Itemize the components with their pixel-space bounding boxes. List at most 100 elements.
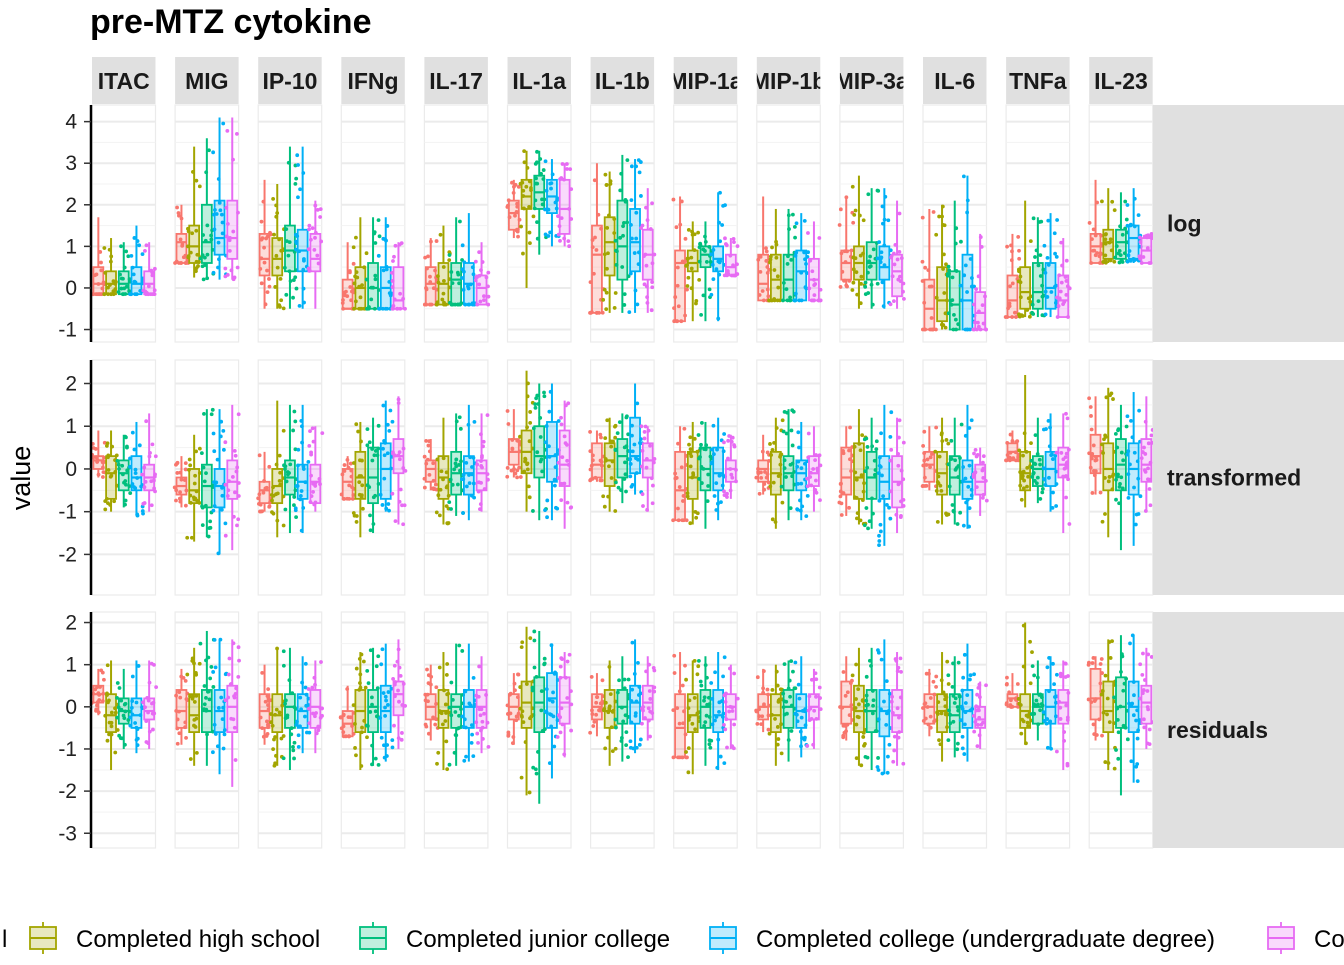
data-point: [1022, 719, 1026, 723]
data-point: [1100, 657, 1104, 661]
data-point: [856, 715, 860, 719]
data-point: [796, 508, 800, 512]
data-point: [808, 259, 812, 263]
data-point: [390, 492, 394, 496]
data-point: [1062, 300, 1066, 304]
data-point: [958, 694, 962, 698]
data-point: [291, 745, 295, 749]
data-point: [647, 429, 651, 433]
data-point: [954, 226, 958, 230]
data-point: [458, 303, 462, 307]
data-point: [862, 481, 866, 485]
data-point: [217, 706, 221, 710]
data-point: [839, 482, 843, 486]
data-point: [711, 263, 715, 267]
data-point: [125, 445, 129, 449]
data-point: [678, 722, 682, 726]
data-point: [1016, 682, 1020, 686]
data-point: [113, 470, 117, 474]
data-point: [487, 295, 491, 299]
data-point: [128, 724, 132, 728]
data-point: [477, 283, 481, 287]
data-point: [722, 432, 726, 436]
data-point: [569, 187, 573, 191]
data-point: [383, 453, 387, 457]
data-point: [1108, 475, 1112, 479]
data-point: [713, 670, 717, 674]
data-point: [282, 463, 286, 467]
data-point: [1126, 453, 1130, 457]
data-point: [189, 501, 193, 505]
data-point: [1055, 673, 1059, 677]
data-point: [972, 714, 976, 718]
data-point: [1017, 249, 1021, 253]
data-point: [606, 251, 610, 255]
data-point: [897, 482, 901, 486]
data-point: [204, 709, 208, 713]
data-point: [879, 260, 883, 264]
data-point: [185, 536, 189, 540]
data-point: [1049, 747, 1053, 751]
data-point: [212, 449, 216, 453]
data-point: [1059, 672, 1063, 676]
panel-transformed-ifng: [340, 360, 408, 595]
data-point: [702, 724, 706, 728]
data-point: [394, 244, 398, 248]
data-point: [1138, 257, 1142, 261]
data-point: [457, 644, 461, 648]
data-point: [1101, 520, 1105, 524]
data-point: [848, 713, 852, 717]
data-point: [838, 223, 842, 227]
data-point: [101, 460, 105, 464]
data-point: [282, 649, 286, 653]
data-point: [803, 219, 807, 223]
data-point: [152, 711, 156, 715]
data-point: [688, 435, 692, 439]
data-point: [1103, 253, 1107, 257]
data-point: [200, 504, 204, 508]
data-point: [785, 287, 789, 291]
data-point: [629, 223, 633, 227]
data-point: [148, 730, 152, 734]
data-point: [703, 695, 707, 699]
data-point: [525, 682, 529, 686]
data-point: [1115, 707, 1119, 711]
data-point: [840, 513, 844, 517]
data-point: [605, 418, 609, 422]
data-point: [298, 187, 302, 191]
data-point: [528, 410, 532, 414]
data-point: [1093, 473, 1097, 477]
data-point: [677, 304, 681, 308]
data-point: [475, 463, 479, 467]
data-point: [896, 706, 900, 710]
panel-transformed-il-1a: [505, 360, 573, 595]
data-point: [128, 457, 132, 461]
data-point: [761, 691, 765, 695]
data-point: [858, 214, 862, 218]
data-point: [97, 282, 101, 286]
data-point: [540, 197, 544, 201]
data-point: [508, 215, 512, 219]
data-point: [473, 420, 477, 424]
data-point: [979, 328, 983, 332]
data-point: [396, 689, 400, 693]
data-point: [1047, 263, 1051, 267]
data-point: [941, 267, 945, 271]
data-point: [1128, 463, 1132, 467]
data-point: [122, 481, 126, 485]
data-point: [1090, 237, 1094, 241]
data-point: [425, 267, 429, 271]
data-point: [942, 291, 946, 295]
data-point: [806, 231, 810, 235]
data-point: [609, 179, 613, 183]
data-point: [852, 267, 856, 271]
data-point: [341, 730, 345, 734]
data-point: [262, 246, 266, 250]
data-point: [101, 692, 105, 696]
box-body: [1141, 439, 1151, 482]
data-point: [732, 240, 736, 244]
data-point: [930, 452, 934, 456]
panel-log-mig: [173, 105, 240, 342]
data-point: [554, 465, 558, 469]
data-point: [1011, 439, 1015, 443]
